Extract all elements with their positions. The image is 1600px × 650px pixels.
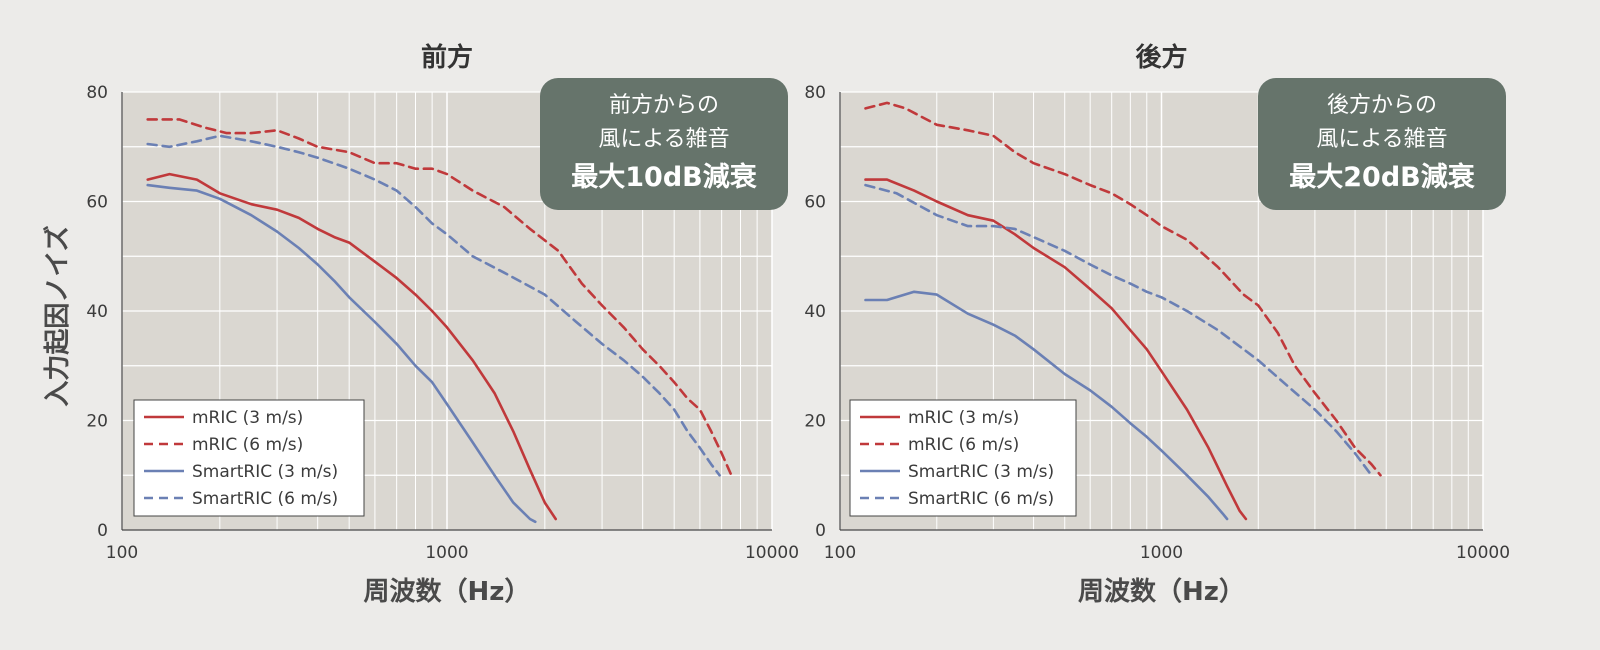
series-line-2 [146, 118, 733, 477]
series-line-2 [864, 101, 1382, 477]
annotation-line-1: 後方からの [1327, 93, 1437, 118]
annotation-line-1: 前方からの [609, 93, 719, 118]
x-tick-label: 1000 [1140, 543, 1183, 563]
legend-label: mRIC (6 m/s) [192, 435, 303, 455]
y-tick-label: 60 [804, 193, 826, 213]
y-axis-label: 入力起因ノイズ [42, 225, 73, 406]
legend-label: mRIC (6 m/s) [908, 435, 1019, 455]
legend-box [133, 399, 365, 517]
y-tick-label: 0 [815, 521, 826, 541]
legend-label: SmartRIC (6 m/s) [192, 489, 338, 509]
y-tick-label: 80 [804, 83, 826, 103]
y-tick-label: 60 [86, 193, 108, 213]
legend-label: mRIC (3 m/s) [908, 408, 1019, 428]
legend-label: SmartRIC (3 m/s) [192, 462, 338, 482]
chart-title: 後方 [1135, 42, 1187, 73]
chart-title: 前方 [421, 42, 473, 73]
x-tick-label: 100 [824, 543, 856, 563]
x-tick-label: 10000 [745, 543, 799, 563]
y-tick-label: 40 [86, 302, 108, 322]
legend-box [849, 399, 1077, 517]
y-tick-label: 80 [86, 83, 108, 103]
series-line-1 [864, 178, 1248, 521]
annotation-line-2: 風による雑音 [598, 127, 729, 152]
series-line-1 [146, 172, 558, 521]
x-axis-label: 周波数（Hz） [1078, 577, 1245, 607]
legend-label: SmartRIC (6 m/s) [908, 489, 1054, 509]
annotation-box [1258, 78, 1506, 210]
y-tick-label: 20 [804, 412, 826, 432]
x-tick-label: 10000 [1456, 543, 1510, 563]
annotation-line-3: 最大10dB減衰 [571, 161, 757, 193]
y-tick-label: 40 [804, 302, 826, 322]
annotation-line-3: 最大20dB減衰 [1289, 161, 1475, 193]
x-tick-label: 1000 [425, 543, 468, 563]
series-line-4 [146, 134, 721, 477]
series-line-3 [146, 183, 537, 524]
series-line-3 [864, 290, 1229, 521]
y-tick-label: 20 [86, 412, 108, 432]
legend-label: mRIC (3 m/s) [192, 408, 303, 428]
legend: mRIC (3 m/s) mRIC (6 m/s) SmartRIC (3 m/s)… [133, 399, 365, 517]
legend-label: SmartRIC (3 m/s) [908, 462, 1054, 482]
y-tick-label: 0 [97, 521, 108, 541]
legend: mRIC (3 m/s) mRIC (6 m/s) SmartRIC (3 m/s)… [849, 399, 1077, 517]
x-tick-label: 100 [106, 543, 138, 563]
annotation-box [540, 78, 788, 210]
x-axis-label: 周波数（Hz） [364, 577, 531, 607]
series-line-4 [864, 183, 1373, 477]
annotation-line-2: 風による雑音 [1316, 127, 1447, 152]
